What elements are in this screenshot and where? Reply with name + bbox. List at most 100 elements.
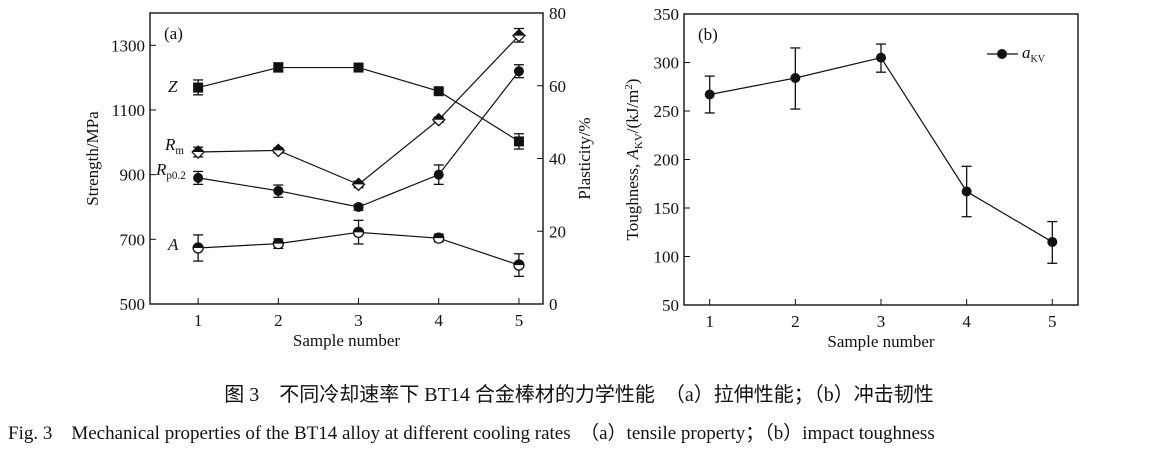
legend-label-main: a bbox=[1022, 43, 1031, 62]
marker-circle bbox=[273, 185, 284, 196]
data-point bbox=[271, 143, 286, 158]
x-tick-label: 3 bbox=[354, 311, 363, 330]
data-point bbox=[191, 145, 206, 159]
series-line-0 bbox=[197, 66, 520, 142]
data-point bbox=[352, 226, 365, 238]
y-tick-label-right: 40 bbox=[549, 150, 566, 169]
y-tick-label: 300 bbox=[654, 54, 680, 73]
marker-half bbox=[512, 29, 525, 36]
y-axis-label-part: ) bbox=[623, 79, 642, 85]
y-axis-label-part: /(kJ/m bbox=[623, 90, 642, 133]
panel-label-a: (a) bbox=[164, 24, 183, 43]
y-tick-label-left: 1300 bbox=[111, 36, 145, 55]
series-label-rm-sub: m bbox=[175, 145, 184, 157]
data-point bbox=[704, 89, 715, 100]
data-point bbox=[512, 28, 526, 43]
y-axis-label-part: 2 bbox=[623, 84, 635, 90]
legend-marker bbox=[997, 49, 1007, 59]
x-tick-label: 5 bbox=[515, 311, 524, 330]
y-tick-label-left: 1100 bbox=[112, 101, 145, 120]
series-line-0 bbox=[709, 56, 1053, 243]
y-tick-label-right: 80 bbox=[549, 4, 566, 23]
y-tick-label: 200 bbox=[654, 151, 680, 170]
data-point bbox=[353, 62, 364, 73]
marker-circle bbox=[1047, 236, 1058, 247]
x-tick-label: 4 bbox=[962, 312, 971, 331]
data-point bbox=[433, 86, 444, 97]
marker-circle bbox=[353, 202, 364, 212]
data-point bbox=[790, 73, 801, 84]
y-axis-label-right: Plasticity/% bbox=[575, 117, 594, 199]
data-point bbox=[431, 112, 446, 127]
series-label-rp02-sub: p0.2 bbox=[166, 170, 185, 182]
marker-circle bbox=[961, 186, 972, 197]
x-tick-label: 3 bbox=[877, 312, 886, 331]
x-tick-label: 2 bbox=[791, 312, 800, 331]
marker-circle bbox=[997, 49, 1007, 59]
series-label-z: Z bbox=[168, 77, 178, 96]
y-tick-label-left: 700 bbox=[120, 230, 146, 249]
data-point bbox=[351, 177, 366, 192]
y-tick-label: 100 bbox=[654, 248, 680, 267]
x-tick-label: 1 bbox=[705, 312, 714, 331]
y-axis-label-part: Toughness, bbox=[623, 159, 642, 240]
marker-circle bbox=[876, 52, 886, 63]
x-tick-label: 2 bbox=[274, 311, 283, 330]
y-tick-label-left: 500 bbox=[120, 295, 146, 314]
data-point bbox=[513, 66, 524, 77]
data-point bbox=[192, 242, 204, 254]
plot-frame-a bbox=[149, 12, 544, 305]
marker-half bbox=[193, 242, 204, 248]
marker-half bbox=[433, 233, 444, 239]
data-point bbox=[273, 62, 284, 73]
marker-half bbox=[513, 260, 524, 266]
marker-circle bbox=[433, 169, 444, 180]
x-axis-label: Sample number bbox=[827, 332, 935, 351]
series-label-a: A bbox=[167, 235, 179, 254]
panel-label-b: (b) bbox=[698, 25, 718, 44]
marker-half bbox=[192, 146, 205, 153]
y-tick-label: 350 bbox=[654, 5, 680, 24]
data-point bbox=[1047, 236, 1058, 247]
marker-circle bbox=[704, 89, 715, 100]
x-tick-label: 5 bbox=[1048, 312, 1057, 331]
x-tick-label: 1 bbox=[194, 311, 203, 330]
data-point bbox=[433, 169, 444, 180]
data-point bbox=[353, 202, 364, 212]
y-tick-label: 50 bbox=[662, 296, 679, 315]
data-point bbox=[273, 185, 284, 196]
marker-half bbox=[272, 144, 285, 151]
y-tick-label-right: 60 bbox=[549, 77, 566, 96]
series-label-rp02: Rp0.2 bbox=[155, 160, 186, 182]
marker-half bbox=[353, 227, 364, 233]
series-label-rm: Rm bbox=[164, 135, 184, 157]
legend-label: aKV bbox=[1022, 43, 1046, 65]
y-tick-label: 150 bbox=[654, 199, 680, 218]
series-line-1 bbox=[198, 35, 520, 186]
y-tick-label-left: 900 bbox=[120, 166, 146, 185]
y-tick-label-right: 0 bbox=[549, 295, 558, 314]
marker-half bbox=[273, 238, 284, 244]
marker-square bbox=[353, 62, 364, 73]
y-axis-label-left: Strength/MPa bbox=[83, 111, 102, 206]
marker-square bbox=[433, 86, 444, 97]
data-point bbox=[272, 237, 284, 250]
y-axis-label: Toughness, AKV/(kJ/m2) bbox=[623, 79, 645, 241]
legend-label-sub: KV bbox=[1031, 54, 1046, 65]
y-tick-label: 250 bbox=[654, 102, 680, 121]
series-label-rp02-main: R bbox=[155, 160, 167, 179]
series-label-rm-main: R bbox=[164, 135, 176, 154]
marker-circle bbox=[513, 66, 524, 77]
caption-chinese: 图 3 不同冷却速率下 BT14 合金棒材的力学性能 （a）拉伸性能；（b）冲击… bbox=[224, 384, 934, 406]
marker-circle bbox=[790, 73, 801, 84]
y-axis-label-part: KV bbox=[633, 133, 645, 149]
marker-circle bbox=[193, 172, 204, 183]
marker-square bbox=[513, 136, 524, 147]
x-tick-label: 4 bbox=[434, 311, 443, 330]
data-point bbox=[193, 82, 204, 93]
marker-half bbox=[432, 113, 445, 120]
caption-english: Fig. 3 Mechanical properties of the BT14… bbox=[8, 423, 935, 444]
y-tick-label-right: 20 bbox=[549, 222, 566, 241]
data-point bbox=[961, 186, 972, 197]
